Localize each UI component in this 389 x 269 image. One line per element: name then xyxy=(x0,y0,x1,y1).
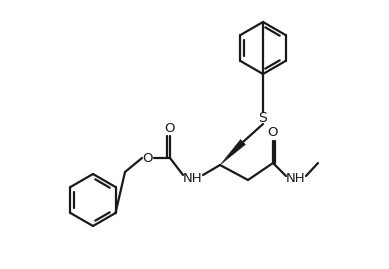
Text: O: O xyxy=(268,126,278,140)
Text: S: S xyxy=(259,111,267,125)
Text: O: O xyxy=(165,122,175,134)
Polygon shape xyxy=(220,140,245,165)
Text: NH: NH xyxy=(286,172,306,185)
Text: NH: NH xyxy=(183,172,203,185)
Text: O: O xyxy=(143,151,153,165)
